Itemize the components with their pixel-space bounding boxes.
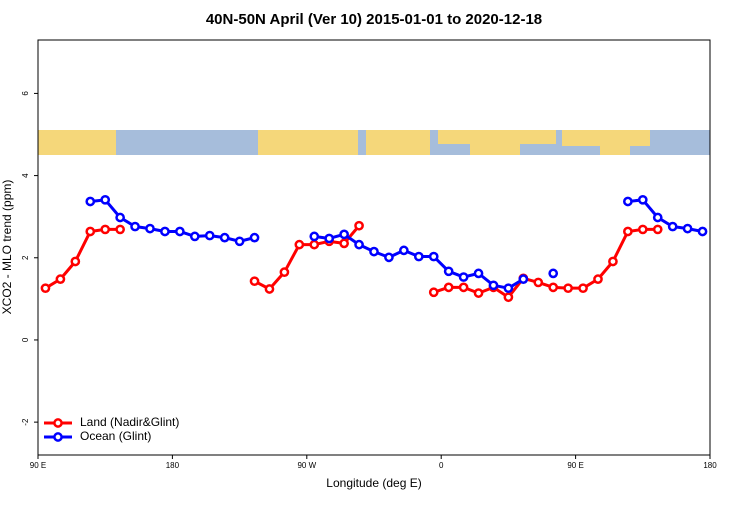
data-point — [279, 267, 290, 278]
data-point — [85, 226, 96, 237]
data-point — [428, 251, 439, 262]
data-point — [70, 256, 81, 267]
x-tick-label: 180 — [166, 461, 180, 470]
data-point — [130, 221, 140, 232]
data-point — [682, 223, 693, 234]
data-point — [324, 233, 335, 244]
data-point — [667, 221, 678, 232]
data-point — [160, 226, 170, 237]
data-point — [234, 236, 245, 247]
x-tick-label: 0 — [439, 461, 444, 470]
data-point — [264, 284, 275, 294]
data-point — [384, 252, 394, 263]
y-tick-label: 4 — [21, 173, 30, 178]
legend-label: Land (Nadir&Glint) — [80, 415, 179, 429]
chart-title: 40N-50N April (Ver 10) 2015-01-01 to 202… — [206, 11, 542, 28]
x-tick-label: 90 E — [30, 461, 46, 470]
data-point — [115, 224, 125, 235]
data-point — [637, 224, 648, 235]
data-point — [637, 194, 648, 205]
data-point — [369, 246, 379, 257]
data-point — [443, 266, 454, 277]
data-point — [309, 231, 320, 242]
data-point — [652, 212, 663, 223]
y-tick-label: 0 — [21, 337, 30, 342]
data-point — [503, 292, 514, 303]
data-point — [652, 224, 663, 235]
data-point — [608, 256, 618, 267]
data-point — [623, 196, 633, 207]
data-point — [413, 251, 424, 262]
data-point — [115, 212, 125, 223]
y-tick-label: -2 — [21, 418, 30, 426]
data-point — [443, 282, 454, 293]
data-point — [40, 283, 51, 294]
data-point — [85, 196, 96, 207]
plot-frame — [37, 39, 711, 456]
data-point — [428, 287, 439, 298]
x-tick-label: 90 E — [567, 461, 583, 470]
data-point — [100, 194, 111, 205]
y-tick-label: 2 — [21, 255, 30, 260]
data-point — [458, 282, 469, 293]
data-point — [354, 220, 364, 231]
data-point — [339, 238, 349, 249]
data-point — [548, 268, 559, 279]
data-point — [458, 272, 469, 282]
data-point — [503, 283, 514, 294]
data-point — [354, 239, 364, 250]
data-point — [518, 274, 529, 284]
y-tick-label: 6 — [21, 91, 30, 96]
data-point — [339, 229, 349, 240]
data-point — [563, 283, 573, 294]
legend-label: Ocean (Glint) — [80, 429, 151, 443]
data-point — [473, 268, 484, 279]
y-axis-label: XCO2 - MLO trend (ppm) — [0, 180, 14, 315]
data-point — [578, 283, 588, 294]
x-axis-label: Longitude (deg E) — [326, 476, 421, 490]
data-point — [189, 231, 200, 242]
data-point — [399, 245, 409, 256]
map-strip — [38, 130, 710, 155]
legend-marker — [53, 432, 63, 442]
data-point — [533, 277, 544, 288]
data-point — [204, 230, 215, 241]
data-point — [219, 232, 230, 243]
x-tick-label: 90 W — [297, 461, 316, 470]
data-point — [623, 226, 633, 237]
data-point — [175, 226, 185, 237]
data-point — [100, 224, 111, 235]
data-point — [488, 280, 499, 291]
data-point — [294, 239, 305, 250]
data-point — [593, 274, 603, 284]
legend-marker — [53, 418, 63, 428]
data-point — [697, 226, 708, 237]
data-point — [309, 239, 320, 250]
data-point — [55, 274, 66, 284]
data-point — [145, 223, 155, 234]
data-point — [249, 232, 260, 243]
data-point — [473, 288, 484, 298]
data-point — [548, 282, 559, 293]
data-point — [249, 276, 260, 287]
series-line — [90, 198, 703, 290]
x-tick-label: 180 — [703, 461, 717, 470]
